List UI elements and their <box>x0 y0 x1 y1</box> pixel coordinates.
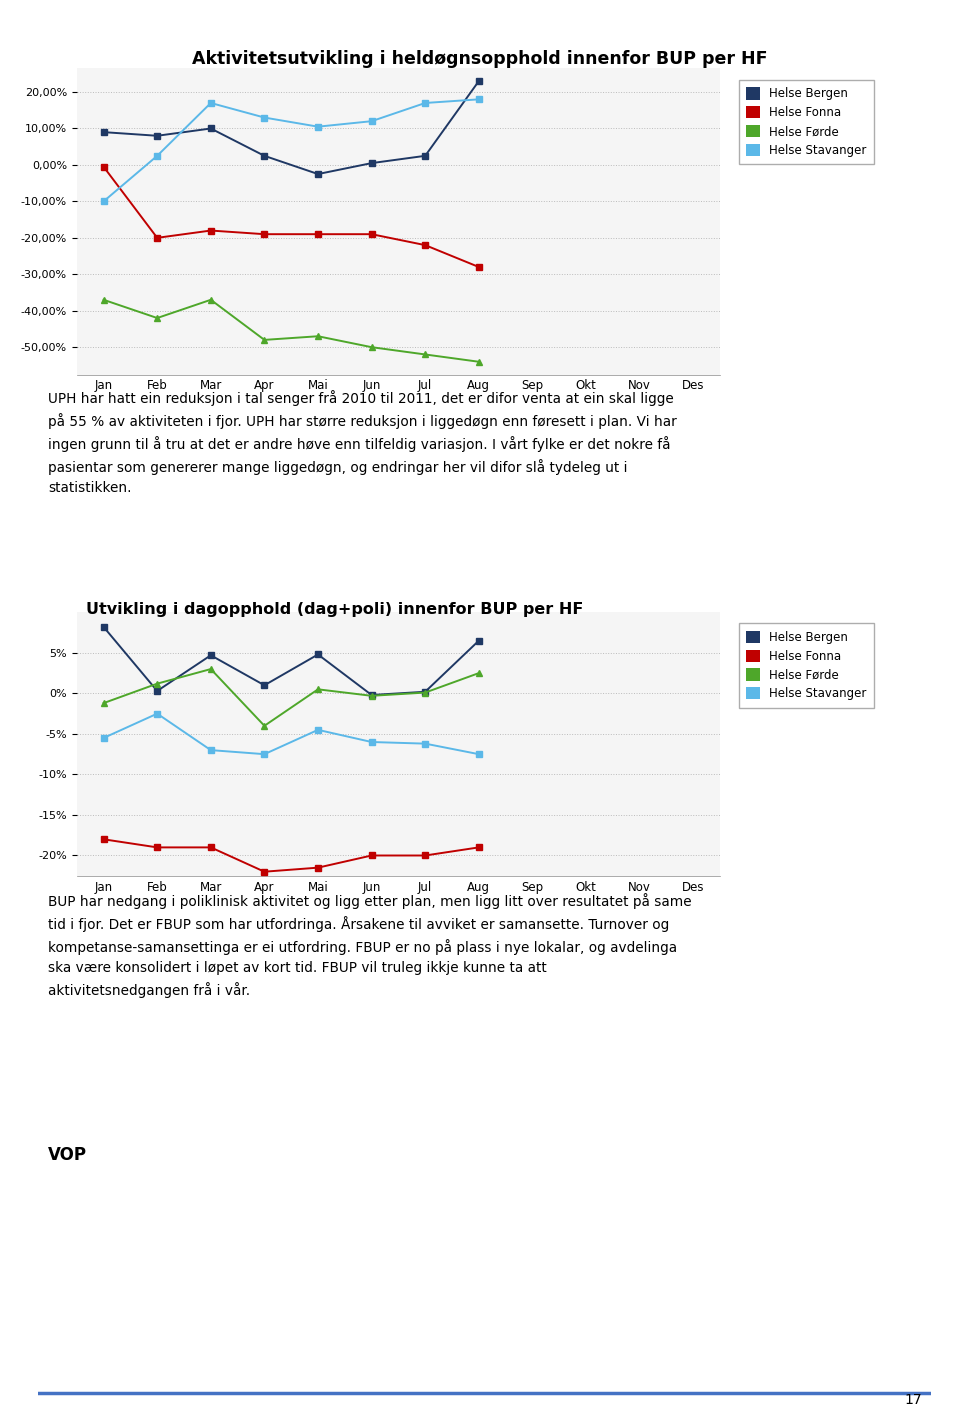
Text: Utvikling i dagopphold (dag+poli) innenfor BUP per HF: Utvikling i dagopphold (dag+poli) innenf… <box>86 602 584 618</box>
Text: Aktivitetsutvikling i heldøgnsopphold innenfor BUP per HF: Aktivitetsutvikling i heldøgnsopphold in… <box>192 50 768 68</box>
Legend: Helse Bergen, Helse Fonna, Helse Førde, Helse Stavanger: Helse Bergen, Helse Fonna, Helse Førde, … <box>739 624 874 708</box>
Text: BUP har nedgang i poliklinisk aktivitet og ligg etter plan, men ligg litt over r: BUP har nedgang i poliklinisk aktivitet … <box>48 893 691 998</box>
Text: 17: 17 <box>904 1393 922 1407</box>
Text: VOP: VOP <box>48 1146 87 1165</box>
Text: UPH har hatt ein reduksjon i tal senger frå 2010 til 2011, det er difor venta at: UPH har hatt ein reduksjon i tal senger … <box>48 390 677 496</box>
Legend: Helse Bergen, Helse Fonna, Helse Førde, Helse Stavanger: Helse Bergen, Helse Fonna, Helse Førde, … <box>739 80 874 164</box>
